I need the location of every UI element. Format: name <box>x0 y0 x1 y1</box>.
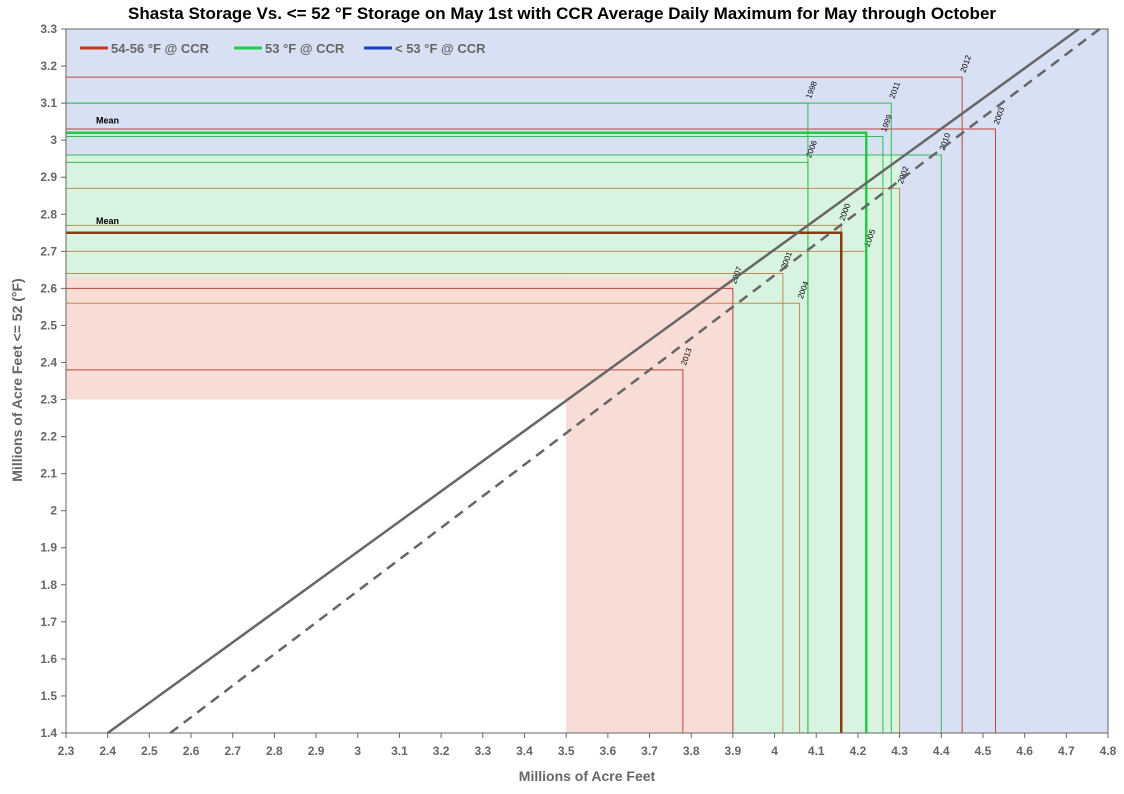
x-tick-label-23: 4.6 <box>1016 744 1033 758</box>
y-tick-label-13: 2.7 <box>40 244 57 258</box>
year-line-2011 <box>66 102 892 733</box>
y-tick-label-11: 2.5 <box>40 318 57 332</box>
x-tick-label-8: 3.1 <box>391 744 408 758</box>
year-label-2000: 2000 <box>838 202 853 222</box>
x-tick-label-11: 3.4 <box>516 744 533 758</box>
year-line-2000 <box>66 224 842 733</box>
region-2 <box>732 154 900 733</box>
year-label-2010: 2010 <box>938 131 953 151</box>
year-label-2011: 2011 <box>888 80 903 100</box>
x-tick-label-0: 2.3 <box>58 744 75 758</box>
x-tick-label-25: 4.8 <box>1100 744 1117 758</box>
y-tick-label-5: 1.9 <box>40 541 57 555</box>
y-tick-label-18: 3.2 <box>40 59 57 73</box>
year-label-2006: 2006 <box>804 139 819 159</box>
y-tick-label-14: 2.8 <box>40 207 57 221</box>
year-label-2003: 2003 <box>992 105 1007 125</box>
legend-label-2: < 53 °F @ CCR <box>395 41 486 56</box>
y-tick-label-10: 2.4 <box>40 355 57 369</box>
diagonal-solid <box>106 27 1080 735</box>
year-label-2005: 2005 <box>863 228 878 248</box>
year-label-2013: 2013 <box>679 346 694 366</box>
y-tick-label-1: 1.5 <box>40 689 57 703</box>
year-line-2003 <box>66 128 996 733</box>
mean-line-0 <box>66 131 868 733</box>
chart-title: Shasta Storage Vs. <= 52 °F Storage on M… <box>127 4 997 23</box>
y-tick-label-0: 1.4 <box>40 726 57 740</box>
x-tick-label-2: 2.5 <box>141 744 158 758</box>
region-3 <box>66 154 900 278</box>
year-line-2010 <box>66 154 942 733</box>
region-5 <box>66 277 733 400</box>
x-tick-label-16: 3.9 <box>725 744 742 758</box>
year-label-2004: 2004 <box>796 280 811 300</box>
year-line-2001 <box>66 273 784 733</box>
x-tick-label-5: 2.8 <box>266 744 283 758</box>
mean-line-1 <box>66 231 843 733</box>
region-4 <box>566 277 733 733</box>
year-line-1999 <box>66 135 884 733</box>
y-tick-label-19: 3.3 <box>40 22 57 36</box>
year-label-2002: 2002 <box>896 165 911 185</box>
x-tick-label-4: 2.7 <box>224 744 241 758</box>
year-line-2007 <box>66 287 734 733</box>
legend-label-1: 53 °F @ CCR <box>265 41 345 56</box>
x-tick-label-24: 4.7 <box>1058 744 1075 758</box>
y-tick-label-4: 1.8 <box>40 578 57 592</box>
x-tick-label-14: 3.7 <box>641 744 658 758</box>
mean-label-1: Mean <box>96 216 119 226</box>
x-tick-label-6: 2.9 <box>308 744 325 758</box>
year-line-1998 <box>66 102 809 733</box>
legend-label-0: 54-56 °F @ CCR <box>111 41 210 56</box>
y-tick-label-9: 2.3 <box>40 393 57 407</box>
y-tick-label-3: 1.7 <box>40 615 57 629</box>
x-tick-label-19: 4.2 <box>850 744 867 758</box>
y-tick-label-7: 2.1 <box>40 467 57 481</box>
year-label-1998: 1998 <box>804 79 819 99</box>
y-tick-label-16: 3 <box>50 133 57 147</box>
x-tick-label-22: 4.5 <box>975 744 992 758</box>
x-tick-label-18: 4.1 <box>808 744 825 758</box>
region-1 <box>66 29 1108 155</box>
y-tick-label-2: 1.6 <box>40 652 57 666</box>
x-tick-label-9: 3.2 <box>433 744 450 758</box>
y-tick-label-17: 3.1 <box>40 96 57 110</box>
x-tick-label-10: 3.3 <box>474 744 491 758</box>
year-line-2002 <box>66 187 901 733</box>
x-tick-label-15: 3.8 <box>683 744 700 758</box>
year-label-2001: 2001 <box>779 250 794 270</box>
y-tick-label-12: 2.6 <box>40 281 57 295</box>
year-line-2013 <box>66 369 684 733</box>
year-line-2004 <box>66 302 801 733</box>
y-tick-label-8: 2.2 <box>40 430 57 444</box>
x-tick-label-12: 3.5 <box>558 744 575 758</box>
x-tick-label-20: 4.3 <box>891 744 908 758</box>
y-tick-label-15: 2.9 <box>40 170 57 184</box>
y-axis-label-text: Millions of Acre Feet <= 52 (°F) <box>9 278 25 481</box>
year-label-2012: 2012 <box>959 54 974 74</box>
year-line-2012 <box>66 76 963 733</box>
y-axis-label-svg: Millions of Acre Feet <= 52 (°F) <box>9 278 25 481</box>
year-label-1999: 1999 <box>879 113 894 133</box>
year-line-2005 <box>66 250 867 733</box>
x-tick-label-17: 4 <box>771 744 778 758</box>
year-label-2007: 2007 <box>729 265 744 285</box>
x-tick-label-3: 2.6 <box>183 744 200 758</box>
region-0 <box>899 29 1108 733</box>
x-tick-label-21: 4.4 <box>933 744 950 758</box>
mean-label-0: Mean <box>96 116 119 126</box>
y-tick-label-6: 2 <box>50 504 57 518</box>
x-tick-label-13: 3.6 <box>599 744 616 758</box>
x-tick-label-7: 3 <box>354 744 361 758</box>
y-axis-label: Millions of Acre Feet <= 52 (°F) <box>4 0 28 789</box>
x-tick-label-1: 2.4 <box>99 744 116 758</box>
x-axis-label: Millions of Acre Feet <box>518 768 656 784</box>
diagonal-dashed <box>169 28 1101 734</box>
plot-frame <box>65 28 1109 734</box>
year-line-2006 <box>66 161 809 733</box>
